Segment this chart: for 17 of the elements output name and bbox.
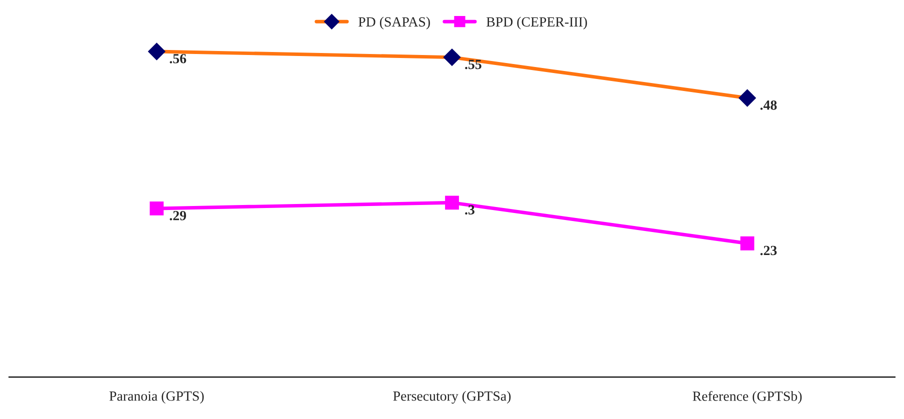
data-label: .29 [170, 210, 186, 220]
point [738, 89, 756, 107]
data-label: .3 [465, 205, 474, 215]
legend-label: BPD (CEPER-III) [486, 16, 587, 30]
x-tick-label: Reference (GPTSb) [692, 390, 802, 404]
data-label: .56 [170, 54, 186, 64]
data-label: .23 [760, 246, 777, 256]
point [445, 196, 459, 210]
point [443, 48, 461, 66]
point [148, 42, 166, 60]
data-label: .55 [465, 60, 482, 70]
point [150, 202, 164, 216]
point [740, 236, 754, 250]
legend-label: PD (SAPAS) [358, 16, 430, 30]
x-tick-label: Paranoia (GPTS) [109, 390, 204, 404]
x-tick-label: Persecutory (GPTSa) [393, 390, 511, 404]
data-label: .48 [760, 100, 777, 110]
